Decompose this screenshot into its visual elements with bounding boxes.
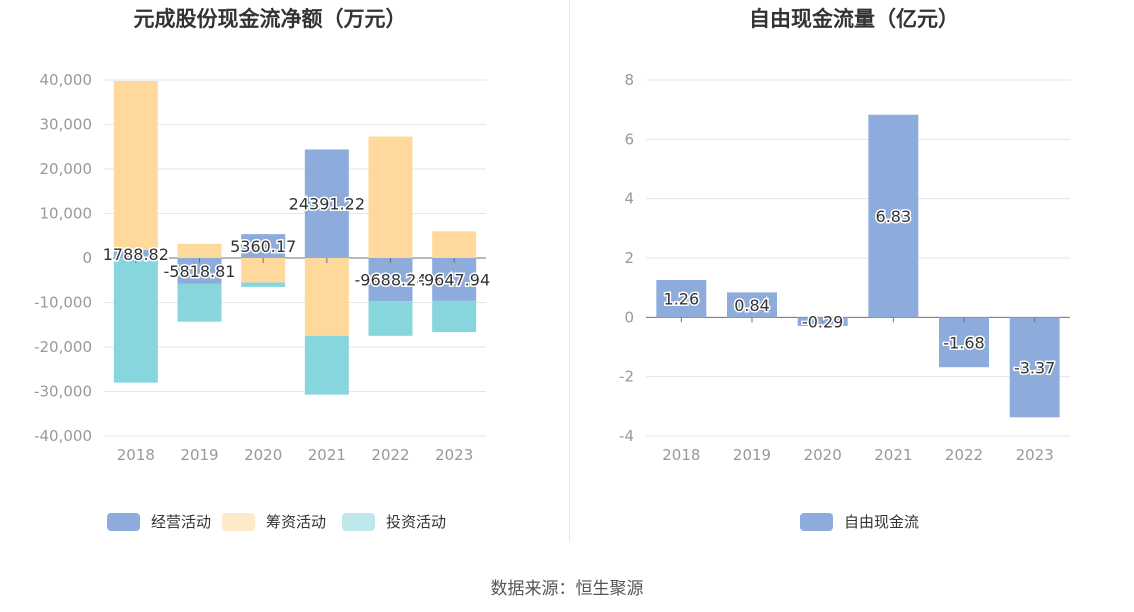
legend-swatch (107, 513, 140, 531)
chart-title: 元成股份现金流净额（万元） (134, 7, 407, 31)
data-label: -9647.94 (418, 270, 490, 289)
data-label: -1.68 (943, 333, 984, 352)
y-tick-label: 0 (624, 308, 634, 326)
y-tick-label: 10,000 (40, 205, 93, 223)
bar-经营活动-2021 (304, 149, 349, 258)
y-tick-label: 2 (624, 249, 634, 267)
bar-自由现金流-2019 (727, 292, 777, 318)
y-tick-label: 40,000 (40, 71, 93, 89)
x-tick-label: 2023 (1016, 446, 1054, 464)
data-label: -5818.81 (164, 262, 236, 281)
bar-自由现金流-2023 (1009, 317, 1060, 418)
bar-自由现金流-2021 (868, 114, 919, 318)
panel-divider (569, 0, 570, 542)
bar-投资活动-2018 (113, 258, 158, 383)
bar-自由现金流-2022 (939, 317, 989, 368)
data-source: 数据来源：恒生聚源 (490, 579, 644, 599)
data-label: -0.29 (802, 313, 843, 332)
bar-经营活动-2018 (113, 250, 158, 258)
y-tick-label: 0 (82, 249, 92, 267)
x-tick-label: 2018 (662, 446, 700, 464)
x-tick-label: 2022 (371, 446, 409, 464)
legend-label: 自由现金流 (844, 513, 919, 531)
bar-投资活动-2019 (177, 283, 222, 322)
legend-swatch (800, 513, 833, 531)
x-tick-label: 2020 (244, 446, 282, 464)
legend-label: 经营活动 (151, 513, 211, 531)
data-label: 5360.17 (230, 237, 296, 256)
y-tick-label: -30,000 (34, 383, 92, 401)
y-tick-label: 8 (624, 71, 634, 89)
bar-自由现金流-2018 (656, 279, 707, 318)
bar-筹资活动-2022 (368, 136, 413, 258)
legend-label: 投资活动 (386, 513, 446, 531)
data-label: -3.37 (1014, 358, 1055, 377)
y-tick-label: 20,000 (40, 160, 93, 178)
y-tick-label: -40,000 (34, 427, 92, 445)
bar-经营活动-2022 (368, 258, 413, 302)
data-label: -9688.24 (355, 271, 427, 290)
x-tick-label: 2022 (945, 446, 983, 464)
bar-投资活动-2023 (432, 300, 477, 333)
y-tick-label: -20,000 (34, 338, 92, 356)
x-tick-label: 2019 (733, 446, 771, 464)
bar-筹资活动-2021 (304, 258, 349, 336)
y-tick-label: 4 (624, 190, 634, 208)
x-tick-label: 2018 (117, 446, 155, 464)
bar-筹资活动-2018 (113, 80, 158, 251)
data-label: 0.84 (734, 296, 770, 315)
x-tick-label: 2020 (804, 446, 842, 464)
bar-投资活动-2021 (304, 335, 349, 395)
bar-经营活动-2023 (432, 258, 477, 301)
bar-投资活动-2020 (241, 282, 286, 287)
data-label: 24391.22 (289, 195, 365, 214)
chart-title: 自由现金流量（亿元） (749, 7, 959, 31)
y-tick-label: -10,000 (34, 294, 92, 312)
data-label: 1.26 (664, 290, 700, 309)
data-label: 6.83 (876, 207, 912, 226)
x-tick-label: 2021 (308, 446, 346, 464)
bar-筹资活动-2023 (432, 231, 477, 258)
bar-经营活动-2020 (241, 234, 286, 258)
legend-swatch (342, 513, 375, 531)
x-tick-label: 2021 (874, 446, 912, 464)
y-tick-label: -4 (619, 427, 634, 445)
y-tick-label: -2 (619, 368, 634, 386)
y-tick-label: 30,000 (40, 116, 93, 134)
data-label: 1788.82 (103, 245, 169, 264)
legend-label: 筹资活动 (266, 513, 326, 531)
x-tick-label: 2023 (435, 446, 473, 464)
x-tick-label: 2019 (180, 446, 218, 464)
legend-swatch (222, 513, 255, 531)
bar-投资活动-2022 (368, 301, 413, 336)
y-tick-label: 6 (624, 130, 634, 148)
bar-筹资活动-2019 (177, 243, 222, 258)
